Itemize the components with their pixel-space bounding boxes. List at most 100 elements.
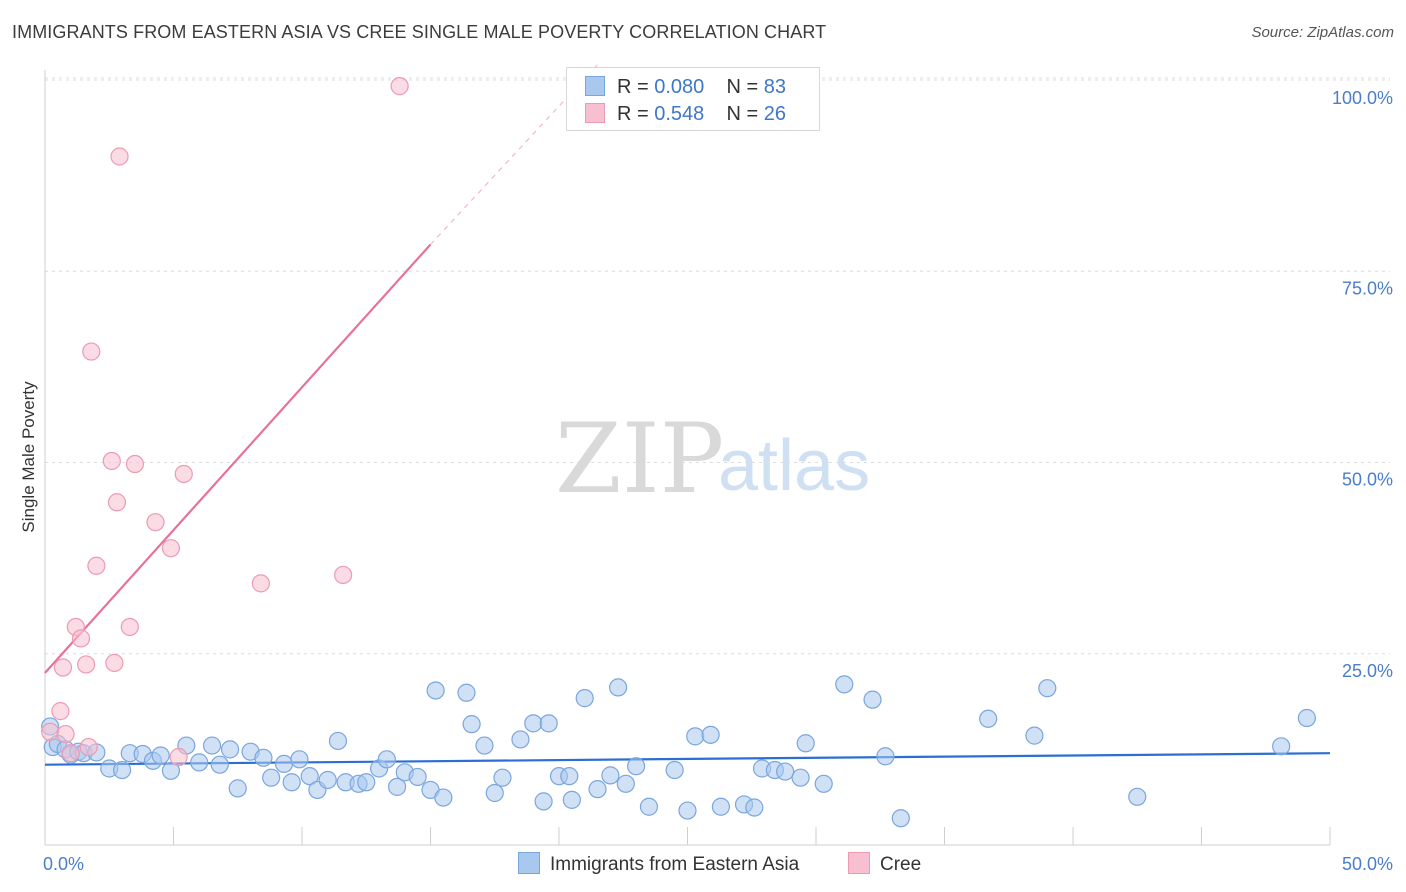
x-tick-label: 0.0%: [43, 854, 84, 874]
trend-line-pink: [44, 243, 432, 674]
data-point-blue: [462, 715, 481, 734]
data-point-blue: [228, 779, 247, 798]
legend-label: Immigrants from Eastern Asia: [550, 854, 800, 875]
n-value: 83: [763, 76, 787, 98]
x-tick-label: 50.0%: [1342, 854, 1393, 874]
data-point-blue: [434, 788, 453, 807]
data-point-blue: [290, 750, 309, 769]
data-point-blue: [745, 798, 764, 817]
data-point-blue: [524, 714, 543, 733]
legend-item-cree: Cree: [848, 852, 921, 876]
trend-line-blue: [44, 752, 1331, 766]
data-point-blue: [534, 792, 553, 811]
data-point-blue: [835, 675, 854, 694]
data-point-pink: [390, 77, 409, 96]
data-point-blue: [1128, 787, 1147, 806]
data-point-blue: [511, 730, 530, 749]
data-point-blue: [387, 777, 407, 796]
pink-swatch-icon: [585, 103, 605, 123]
axis-layer: [44, 70, 1331, 846]
data-point-pink: [71, 629, 91, 648]
data-point-blue: [796, 734, 815, 753]
data-point-pink: [169, 747, 188, 767]
r-value: 0.548: [654, 103, 705, 125]
data-point-blue: [1297, 708, 1316, 728]
data-point-pink: [110, 147, 129, 166]
legend-item-eastern-asia: Immigrants from Eastern Asia: [518, 852, 799, 876]
n-value: 26: [763, 103, 787, 125]
source-credit: Source: ZipAtlas.com: [1251, 24, 1394, 41]
watermark-atlas: atlas: [718, 426, 870, 506]
data-point-pink: [41, 722, 60, 741]
data-point-blue: [979, 709, 998, 728]
data-point-blue: [1025, 726, 1044, 745]
n-label: N =: [726, 76, 759, 98]
data-point-blue: [210, 755, 229, 774]
data-point-blue: [814, 774, 833, 793]
data-point-pink: [79, 737, 98, 757]
data-point-blue: [300, 767, 319, 786]
data-point-blue: [282, 773, 301, 792]
data-point-blue: [626, 757, 646, 776]
data-point-blue: [588, 780, 607, 799]
data-point-pink: [161, 539, 181, 558]
data-point-blue: [686, 727, 705, 746]
r-label: R =: [617, 76, 649, 98]
data-point-blue: [161, 761, 181, 780]
data-point-blue: [863, 690, 882, 709]
chart-title: IMMIGRANTS FROM EASTERN ASIA VS CREE SIN…: [12, 22, 827, 42]
data-point-blue: [560, 767, 579, 786]
data-point-blue: [601, 766, 620, 785]
data-point-pink: [174, 464, 193, 484]
data-point-pink: [125, 454, 145, 474]
data-point-blue: [791, 768, 810, 787]
blue-swatch-icon: [585, 76, 605, 96]
data-point-blue: [112, 760, 132, 780]
y-tick-label: 100.0%: [1332, 88, 1393, 108]
label-layer: 25.0% 50.0% 75.0% 100.0% 0.0% 50.0% Single Mal…: [19, 88, 1393, 874]
r-value: 0.080: [654, 76, 705, 98]
data-point-pink: [251, 574, 270, 593]
y-tick-label: 25.0%: [1342, 661, 1393, 681]
data-point-blue: [639, 797, 659, 816]
y-tick-label: 50.0%: [1342, 470, 1393, 490]
data-point-pink: [105, 653, 124, 673]
y-axis-label: Single Male Poverty: [19, 381, 38, 533]
data-point-blue: [220, 740, 240, 759]
data-point-blue: [328, 731, 348, 751]
data-point-blue: [891, 809, 910, 828]
y-tick-label: 75.0%: [1342, 278, 1393, 298]
data-point-blue: [475, 736, 494, 755]
data-point-pink: [51, 702, 70, 721]
blue-swatch-icon: [518, 852, 540, 874]
data-point-blue: [190, 753, 209, 772]
r-label: R =: [617, 103, 649, 125]
data-point-blue: [876, 747, 895, 766]
data-point-pink: [334, 565, 353, 585]
data-point-blue: [262, 768, 281, 787]
data-point-blue: [1038, 679, 1057, 698]
data-point-pink: [61, 744, 80, 763]
stats-legend-row-blue: R = 0.080 N = 83: [585, 76, 786, 102]
n-label: N =: [726, 103, 759, 125]
data-point-blue: [776, 762, 795, 781]
data-point-pink: [102, 451, 121, 471]
data-point-pink: [56, 724, 75, 744]
data-point-pink: [82, 342, 101, 361]
watermark: ZIP atlas: [555, 403, 870, 515]
data-point-blue: [701, 725, 720, 744]
stats-legend: R = 0.080 N = 83 R = 0.548 N = 26: [566, 67, 820, 131]
grid-layer: [45, 77, 1390, 655]
data-point-blue: [678, 801, 697, 820]
data-point-pink: [107, 493, 127, 512]
data-point-blue: [616, 774, 635, 793]
data-point-blue: [562, 790, 581, 809]
data-point-blue: [457, 683, 476, 702]
data-point-blue: [274, 754, 294, 774]
data-point-blue: [318, 770, 337, 790]
data-point-blue: [609, 678, 628, 697]
data-point-pink: [120, 617, 139, 637]
watermark-zip: ZIP: [555, 403, 724, 515]
data-point-blue: [202, 736, 222, 755]
